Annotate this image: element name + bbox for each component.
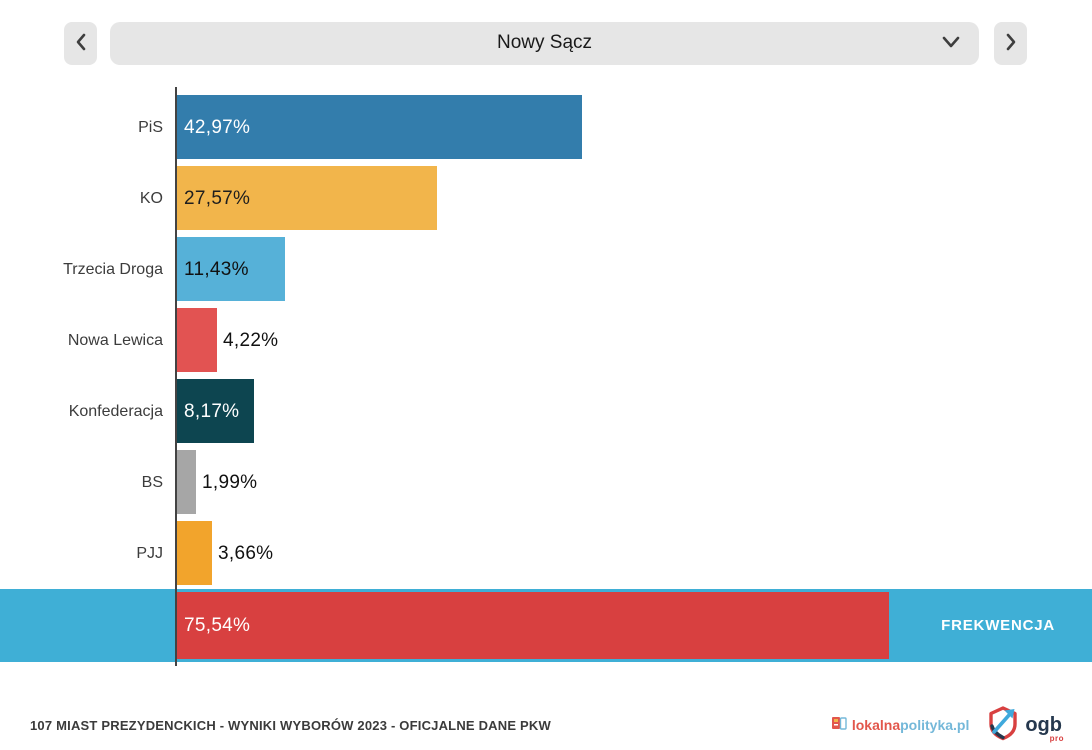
result-value-label: 4,22% bbox=[223, 329, 279, 351]
category-label: Trzecia Droga bbox=[63, 260, 163, 278]
result-bar bbox=[177, 166, 437, 230]
footer-logos: lokalnapolityka.pl ogb pro bbox=[831, 700, 1064, 750]
ogb-logo-icon bbox=[987, 705, 1019, 746]
result-bar bbox=[177, 237, 285, 301]
category-label: PiS bbox=[138, 118, 163, 136]
turnout-title: FREKWENCJA bbox=[941, 617, 1055, 634]
lokalnapolityka-link[interactable]: lokalnapolityka.pl bbox=[831, 715, 969, 736]
chart-row: Konfederacja 8,17% bbox=[0, 376, 1092, 447]
result-bar bbox=[177, 521, 212, 585]
chevron-left-icon bbox=[75, 33, 87, 54]
results-bar-chart: PiS 42,97% KO 27,57% Trzecia Droga 11,43% Nowa… bbox=[0, 92, 1092, 589]
lokalnapolityka-label: lokalnapolityka.pl bbox=[851, 717, 970, 733]
chart-row: Nowa Lewica 4,22% bbox=[0, 305, 1092, 376]
result-value-label: 42,97% bbox=[184, 116, 251, 138]
result-value-label: 11,43% bbox=[184, 258, 249, 280]
y-axis-line bbox=[175, 87, 177, 666]
chevron-right-icon bbox=[1005, 33, 1017, 54]
chart-row: BS 1,99% bbox=[0, 447, 1092, 518]
result-bar bbox=[177, 379, 254, 443]
ogb-pro-badge: pro bbox=[1049, 734, 1064, 743]
category-label: Konfederacja bbox=[68, 402, 163, 420]
next-city-button[interactable] bbox=[994, 21, 1027, 65]
chart-row: KO 27,57% bbox=[0, 163, 1092, 234]
ogb-label: ogb pro bbox=[1025, 714, 1064, 743]
footer: 107 MIAST PREZYDENCKICH - WYNIKI WYBORÓW… bbox=[0, 700, 1092, 750]
footer-caption: 107 MIAST PREZYDENCKICH - WYNIKI WYBORÓW… bbox=[30, 717, 551, 733]
turnout-value: 75,54% bbox=[184, 614, 251, 636]
ogb-pro-link[interactable]: ogb pro bbox=[987, 705, 1064, 746]
category-label: BS bbox=[141, 473, 163, 491]
city-select-dropdown[interactable]: Nowy Sącz bbox=[110, 21, 979, 65]
prev-city-button[interactable] bbox=[64, 21, 97, 65]
city-selector-bar: Nowy Sącz bbox=[0, 21, 1092, 65]
result-bar bbox=[177, 95, 582, 159]
category-label: Nowa Lewica bbox=[67, 331, 163, 349]
result-value-label: 1,99% bbox=[202, 471, 258, 493]
chart-row: Trzecia Droga 11,43% bbox=[0, 234, 1092, 305]
turnout-band: 75,54% FREKWENCJA bbox=[0, 589, 1092, 662]
chart-row: PiS 42,97% bbox=[0, 92, 1092, 163]
result-value-label: 27,57% bbox=[184, 187, 251, 209]
result-value-label: 8,17% bbox=[184, 400, 240, 422]
chevron-down-icon bbox=[941, 35, 961, 54]
result-bar bbox=[177, 450, 196, 514]
category-label: PJJ bbox=[136, 544, 163, 562]
selected-city-label: Nowy Sącz bbox=[496, 32, 593, 53]
result-value-label: 3,66% bbox=[218, 542, 274, 564]
lokalnapolityka-logo-icon bbox=[831, 715, 847, 736]
turnout-bar: 75,54% bbox=[177, 592, 889, 659]
result-bar bbox=[177, 308, 217, 372]
chart-row: PJJ 3,66% bbox=[0, 518, 1092, 589]
category-label: KO bbox=[139, 189, 163, 207]
